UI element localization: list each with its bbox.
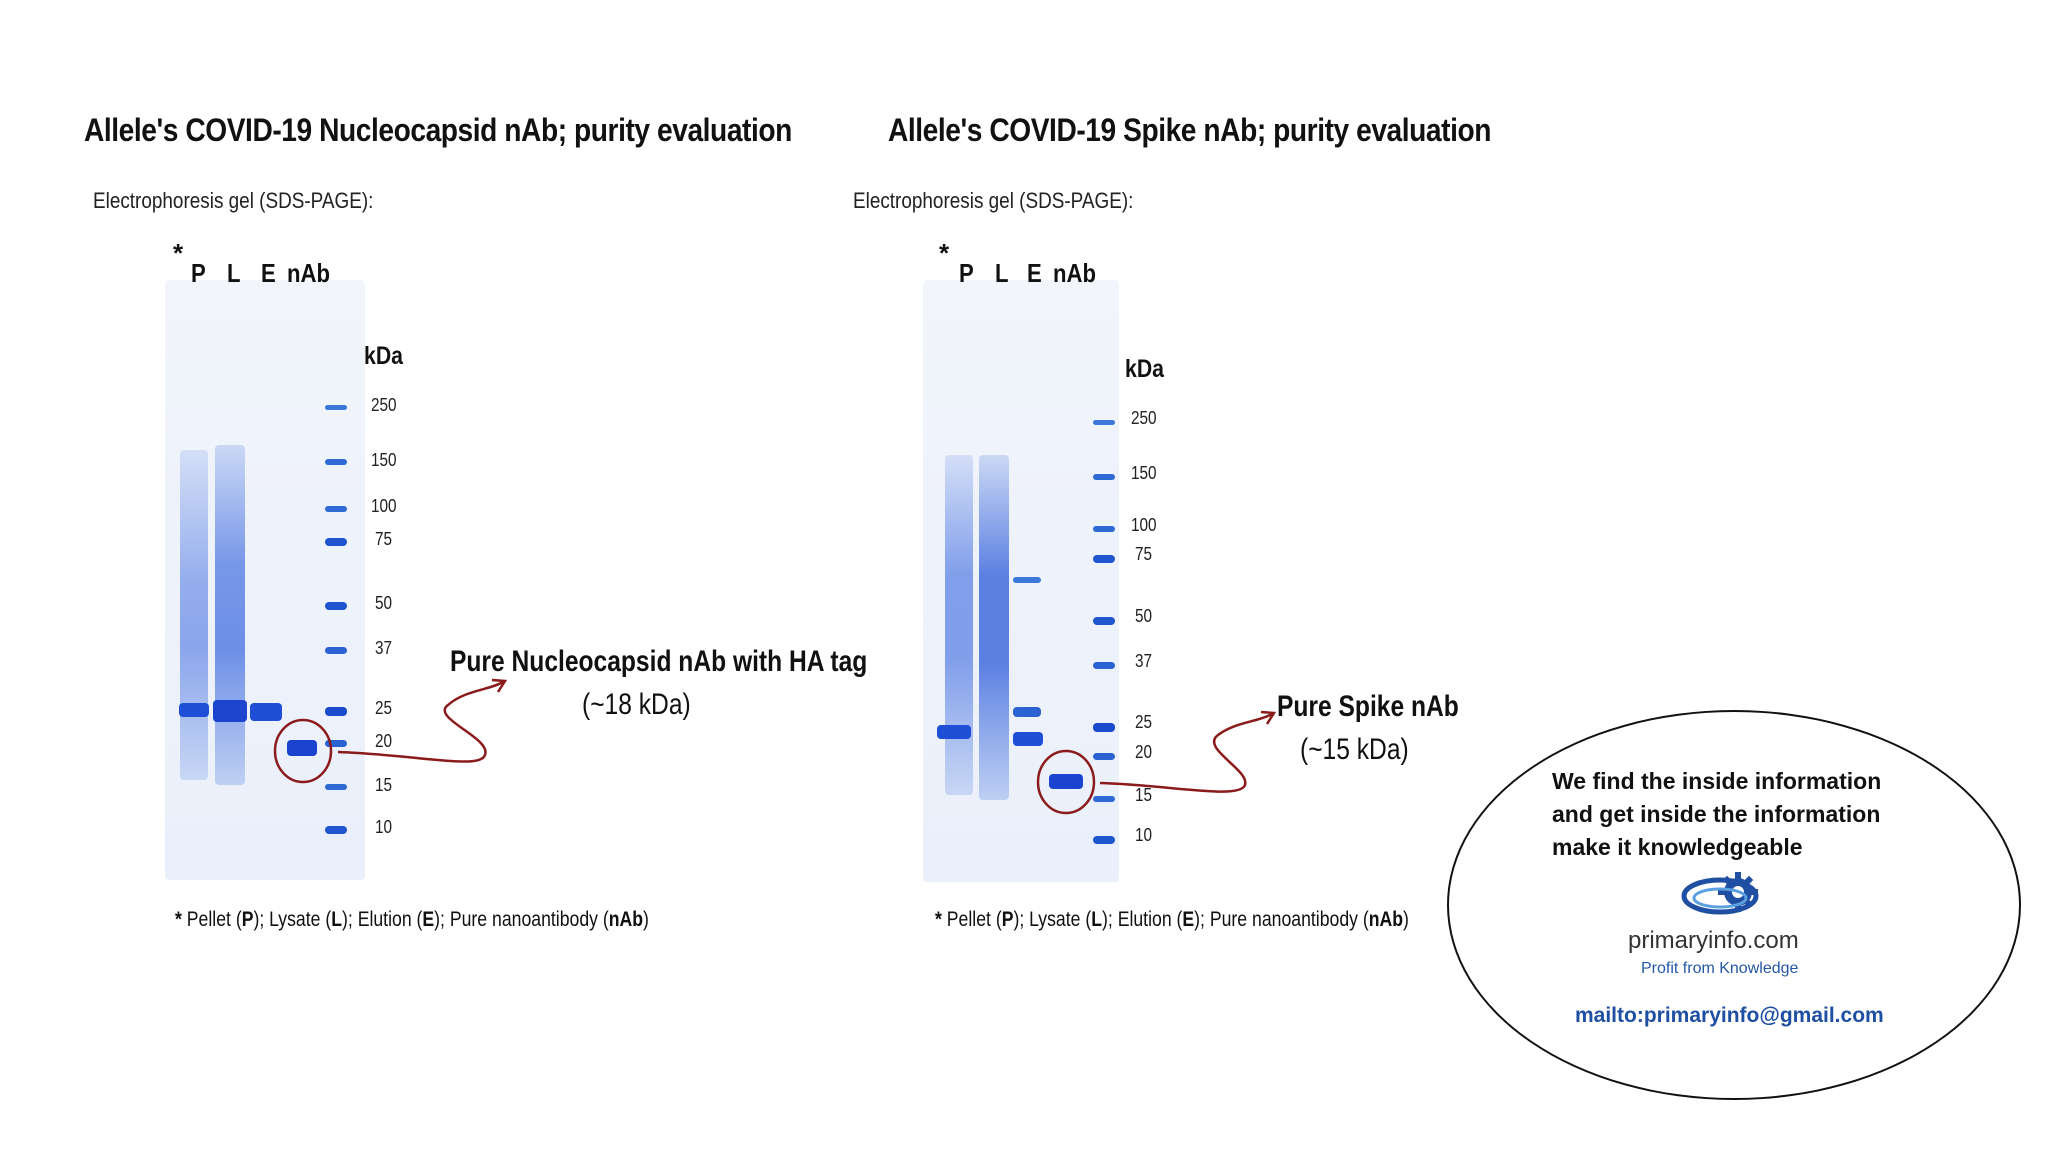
annotation-title: Pure Spike nAb bbox=[1277, 690, 1459, 723]
ladder-band bbox=[325, 740, 347, 747]
ladder-band bbox=[325, 784, 347, 790]
elution-band bbox=[250, 703, 282, 721]
ladder-band bbox=[1093, 753, 1115, 760]
panel-subtitle: Electrophoresis gel (SDS-PAGE): bbox=[93, 188, 374, 213]
ladder-band bbox=[1093, 796, 1115, 802]
highlight-circle bbox=[273, 718, 333, 784]
lysate-lane-smear bbox=[979, 455, 1009, 800]
spike-panel: Allele's COVID-19 Spike nAb; purity eval… bbox=[760, 0, 1520, 1000]
ladder-label-100: 100 bbox=[371, 496, 397, 516]
ladder-band bbox=[1093, 662, 1115, 669]
ladder-band bbox=[1093, 723, 1115, 732]
pellet-band bbox=[179, 703, 209, 717]
brand-name: primaryinfo.com bbox=[1628, 927, 1799, 954]
kda-label: kDa bbox=[1125, 355, 1164, 383]
footnote: * Pellet (P); Lysate (L); Elution (E); P… bbox=[935, 908, 1409, 931]
lysate-band bbox=[213, 700, 247, 722]
lysate-lane-smear bbox=[215, 445, 245, 785]
ladder-band bbox=[1093, 555, 1115, 563]
lane-label-l: L bbox=[995, 258, 1009, 288]
ladder-label-250: 250 bbox=[1131, 408, 1157, 428]
email-link[interactable]: mailto:primaryinfo@gmail.com bbox=[1575, 1004, 1884, 1027]
footnote: * Pellet (P); Lysate (L); Elution (E); P… bbox=[175, 908, 649, 931]
ladder-band bbox=[1093, 617, 1115, 625]
annotation-arrow bbox=[1036, 710, 1277, 815]
panel-title: Allele's COVID-19 Nucleocapsid nAb; puri… bbox=[84, 112, 792, 148]
promo-line-1: We find the inside information bbox=[1552, 768, 1882, 794]
lane-label-p: P bbox=[959, 258, 974, 288]
ladder-label-250: 250 bbox=[371, 395, 397, 415]
lane-label-nab: nAb bbox=[287, 258, 330, 288]
nab-band bbox=[1049, 774, 1083, 789]
star-marker: * bbox=[173, 238, 184, 268]
panel-title: Allele's COVID-19 Spike nAb; purity eval… bbox=[888, 112, 1491, 148]
lane-label-e: E bbox=[261, 258, 276, 288]
elution-band bbox=[1013, 732, 1043, 746]
brand-tagline: Profit from Knowledge bbox=[1641, 960, 1799, 977]
arrow-head bbox=[1260, 710, 1277, 725]
kda-label: kDa bbox=[364, 342, 403, 370]
ladder-band bbox=[325, 538, 347, 546]
promo-line-3: make it knowledgeable bbox=[1552, 834, 1803, 860]
nucleocapsid-panel: Allele's COVID-19 Nucleocapsid nAb; puri… bbox=[0, 0, 867, 1000]
ladder-band bbox=[1093, 526, 1115, 532]
annotation-subtitle: (~15 kDa) bbox=[1300, 733, 1409, 766]
pellet-lane-smear bbox=[180, 450, 208, 780]
ladder-label-10: 10 bbox=[1135, 825, 1153, 845]
ladder-band bbox=[1093, 836, 1115, 844]
panel-subtitle: Electrophoresis gel (SDS-PAGE): bbox=[853, 188, 1134, 213]
ladder-label-15: 15 bbox=[375, 775, 393, 795]
gear-logo-icon bbox=[1681, 872, 1759, 915]
annotation-arrow bbox=[273, 678, 508, 784]
ladder-label-100: 100 bbox=[1131, 515, 1157, 535]
ladder-band bbox=[325, 647, 347, 654]
ladder-band bbox=[325, 506, 347, 512]
elution-band-high bbox=[1013, 577, 1041, 583]
ladder-label-25: 25 bbox=[375, 698, 393, 718]
lane-label-nab: nAb bbox=[1053, 258, 1096, 288]
ladder-label-15: 15 bbox=[1135, 785, 1153, 805]
ladder-band bbox=[1093, 474, 1115, 480]
annotation-title: Pure Nucleocapsid nAb with HA tag bbox=[450, 645, 868, 678]
ladder-label-150: 150 bbox=[371, 450, 397, 470]
lane-label-l: L bbox=[227, 258, 241, 288]
ladder-band bbox=[325, 826, 347, 834]
ladder-label-75: 75 bbox=[375, 529, 393, 549]
ladder-label-20: 20 bbox=[375, 731, 393, 751]
arrow-path bbox=[1099, 712, 1273, 793]
ladder-label-50: 50 bbox=[1135, 606, 1153, 626]
ladder-label-75: 75 bbox=[1135, 544, 1153, 564]
star-marker: * bbox=[939, 238, 950, 268]
promo-line-2: and get inside the information bbox=[1552, 801, 1881, 827]
highlight-circle bbox=[1036, 749, 1096, 815]
nab-band bbox=[287, 740, 317, 756]
ladder-label-37: 37 bbox=[1135, 651, 1153, 671]
arrow-head bbox=[491, 678, 508, 693]
ladder-band bbox=[325, 602, 347, 610]
lane-label-e: E bbox=[1027, 258, 1042, 288]
elution-band bbox=[1013, 707, 1041, 717]
pellet-band bbox=[937, 725, 971, 739]
arrow-path bbox=[337, 680, 504, 763]
ladder-label-150: 150 bbox=[1131, 463, 1157, 483]
ladder-band bbox=[325, 707, 347, 716]
ladder-label-25: 25 bbox=[1135, 712, 1153, 732]
ladder-label-50: 50 bbox=[375, 593, 393, 613]
annotation-subtitle: (~18 kDa) bbox=[582, 688, 691, 721]
ladder-band bbox=[1093, 420, 1115, 425]
ladder-label-10: 10 bbox=[375, 817, 393, 837]
lane-label-p: P bbox=[191, 258, 206, 288]
ladder-band bbox=[325, 405, 347, 410]
ladder-band bbox=[325, 459, 347, 465]
ladder-label-37: 37 bbox=[375, 638, 393, 658]
ladder-label-20: 20 bbox=[1135, 742, 1153, 762]
